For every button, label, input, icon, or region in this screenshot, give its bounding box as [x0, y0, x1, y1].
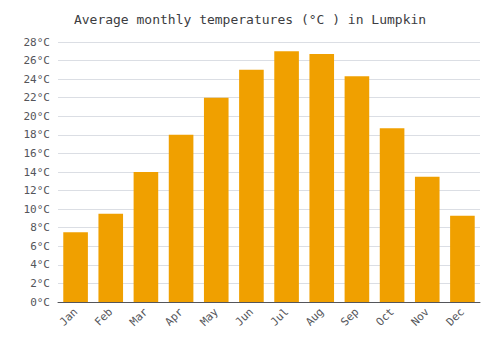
svg-text:Oct: Oct [373, 305, 396, 328]
svg-text:22°C: 22°C [24, 91, 51, 104]
svg-text:4°C: 4°C [30, 258, 50, 271]
svg-text:0°C: 0°C [30, 296, 50, 309]
svg-text:Nov: Nov [409, 305, 432, 328]
svg-text:Mar: Mar [127, 305, 150, 328]
svg-text:10°C: 10°C [24, 203, 51, 216]
svg-text:Jun: Jun [233, 305, 256, 328]
svg-text:Jul: Jul [268, 305, 291, 328]
svg-text:Apr: Apr [162, 305, 185, 328]
svg-text:Dec: Dec [444, 305, 467, 328]
svg-text:6°C: 6°C [30, 240, 50, 253]
svg-text:16°C: 16°C [24, 147, 51, 160]
svg-text:24°C: 24°C [24, 73, 51, 86]
svg-text:Feb: Feb [92, 305, 115, 328]
svg-text:May: May [198, 305, 221, 328]
svg-text:2°C: 2°C [30, 277, 50, 290]
svg-text:28°C: 28°C [24, 36, 51, 49]
svg-text:8°C: 8°C [30, 221, 50, 234]
svg-text:18°C: 18°C [24, 128, 51, 141]
svg-text:12°C: 12°C [24, 184, 51, 197]
svg-text:Jan: Jan [57, 305, 80, 328]
svg-text:Average monthly temperatures (: Average monthly temperatures (°C ) in Lu… [74, 12, 426, 27]
svg-text:20°C: 20°C [24, 110, 51, 123]
svg-text:26°C: 26°C [24, 54, 51, 67]
svg-text:Aug: Aug [303, 305, 326, 328]
svg-text:Sep: Sep [338, 305, 361, 328]
svg-text:14°C: 14°C [24, 166, 51, 179]
